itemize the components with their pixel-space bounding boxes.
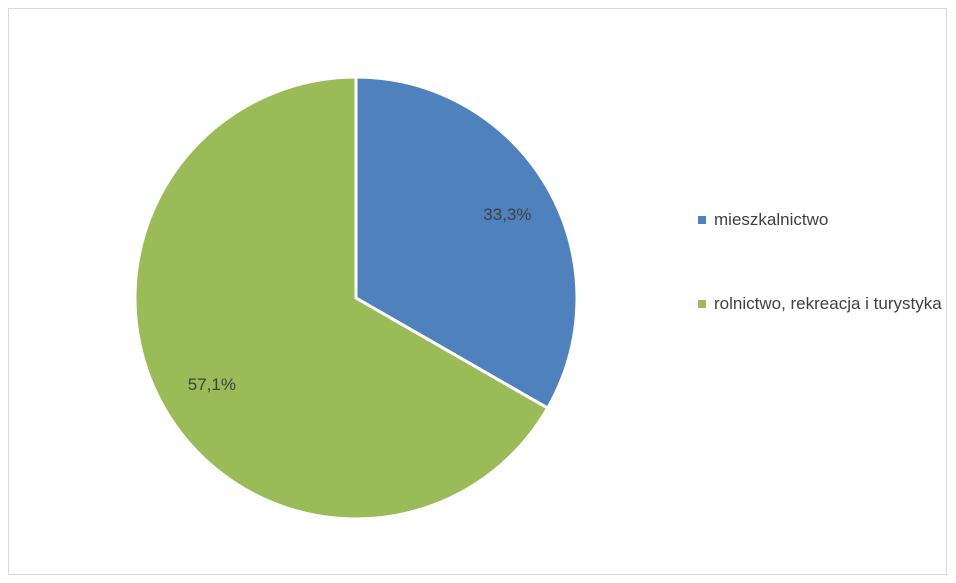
data-label-mieszkalnictwo: 33,3% [483, 205, 531, 224]
legend-swatch-rolnictwo-rekreacja-turystyka [698, 300, 706, 308]
legend: mieszkalnictwo rolnictwo, rekreacja i tu… [698, 208, 946, 316]
legend-item-rolnictwo-rekreacja-turystyka: rolnictwo, rekreacja i turystyka [698, 292, 946, 316]
legend-label-mieszkalnictwo: mieszkalnictwo [714, 210, 829, 229]
legend-label-rolnictwo-rekreacja-turystyka: rolnictwo, rekreacja i turystyka [714, 294, 942, 313]
legend-item-mieszkalnictwo: mieszkalnictwo [698, 208, 946, 232]
pie-slice-rolnictwo-rekreacja-turystyka [133, 75, 550, 521]
data-label-rolnictwo-rekreacja-turystyka: 57,1% [188, 375, 236, 394]
legend-swatch-mieszkalnictwo [698, 216, 706, 224]
pie-slice-mieszkalnictwo [354, 75, 579, 410]
